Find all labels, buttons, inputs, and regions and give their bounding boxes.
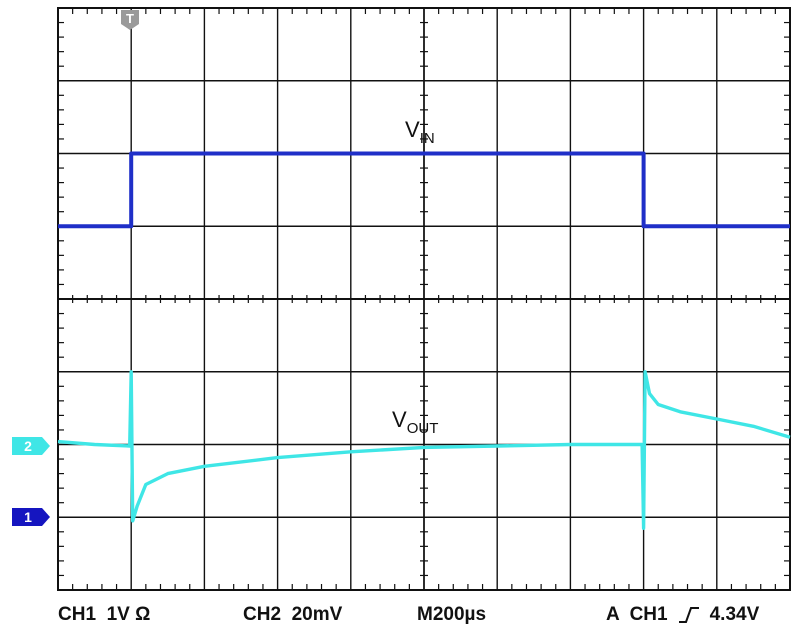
ch1-scale-readout: CH1 1V Ω: [58, 604, 151, 625]
trigger-marker-label: T: [126, 11, 134, 26]
ch2-scale-readout: CH2 20mV: [243, 604, 343, 625]
trace-labels: VIN VOUT: [392, 117, 438, 437]
vout-label-main: V: [392, 407, 407, 432]
ch2-marker-label: 2: [24, 438, 32, 454]
trigger-source: A CH1: [606, 604, 668, 625]
graticule: [57, 7, 791, 591]
vin-label-sub: IN: [420, 130, 435, 147]
ch1-ground-marker[interactable]: 1: [12, 508, 50, 526]
ch2-ground-marker[interactable]: 2: [12, 437, 50, 455]
trace-vin: [58, 151, 790, 229]
timebase-readout: M200µs: [417, 604, 487, 625]
rising-edge-icon: [678, 607, 699, 623]
vin-label: VIN: [405, 117, 435, 147]
trace-vout: [57, 370, 791, 530]
traces: [57, 151, 791, 530]
trigger-position-marker[interactable]: T: [121, 10, 139, 30]
trigger-readout: A CH1 4.34V: [606, 604, 759, 626]
ch1-marker-label: 1: [24, 509, 32, 525]
vin-label-main: V: [405, 117, 420, 142]
vout-label: VOUT: [392, 407, 438, 437]
channel-markers: T 2 1: [12, 10, 139, 526]
trigger-level: 4.34V: [709, 604, 760, 625]
vout-label-sub: OUT: [407, 420, 439, 437]
